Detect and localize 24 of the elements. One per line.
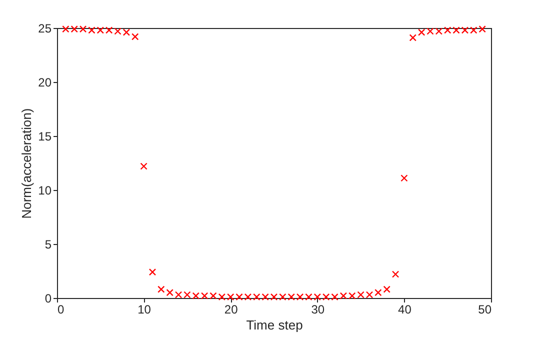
y-tick-label: 25 — [38, 22, 52, 36]
y-tick-label: 15 — [38, 130, 52, 144]
point — [158, 286, 165, 293]
point — [166, 289, 174, 296]
y-tick-label: 0 — [44, 292, 52, 306]
x-tick-label: 10 — [138, 302, 152, 316]
x-tick-label: 20 — [224, 302, 238, 316]
y-tick-label: 20 — [38, 76, 52, 90]
point — [409, 34, 416, 42]
x-tick-label: 0 — [58, 302, 64, 316]
point — [148, 268, 156, 276]
point — [400, 174, 408, 182]
y-axis-title: Norm(acceleration) — [19, 108, 34, 219]
point — [132, 33, 139, 40]
point — [392, 270, 400, 278]
x-tick-label: 50 — [478, 302, 492, 316]
x-tick-label: 40 — [398, 302, 412, 316]
y-tick-label: 10 — [38, 184, 52, 198]
x-axis-title: Time step — [246, 318, 303, 332]
point — [383, 286, 390, 293]
y-tick-label: 5 — [44, 238, 52, 252]
x-tick-label: 30 — [311, 302, 325, 316]
point — [140, 162, 148, 170]
point — [374, 289, 382, 296]
